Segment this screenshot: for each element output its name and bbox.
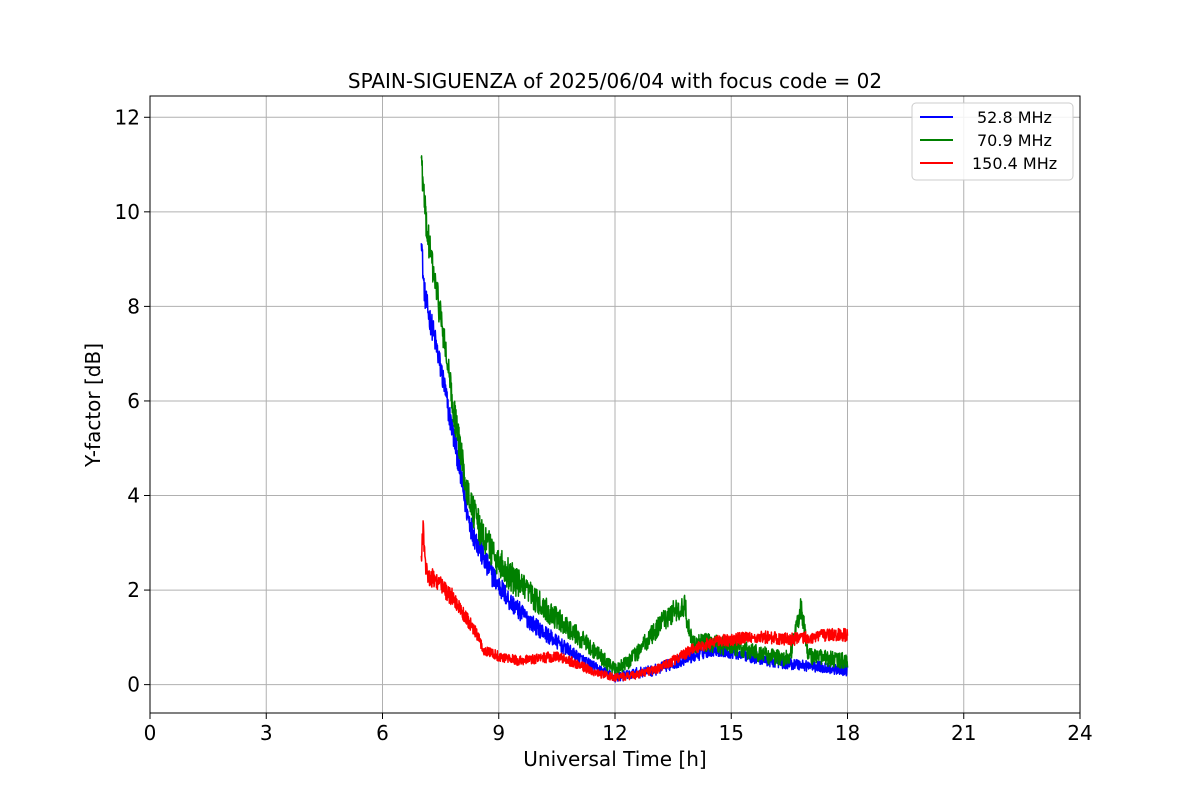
y-axis: 0 2 4 6 8 10 12 <box>115 105 150 697</box>
legend-box <box>911 102 1074 181</box>
y-tick-label: 0 <box>127 673 140 697</box>
x-tick-label: 3 <box>260 721 273 745</box>
x-tick-label: 9 <box>492 721 505 745</box>
x-tick-label: 24 <box>1067 721 1092 745</box>
chart-title: SPAIN-SIGUENZA of 2025/06/04 with focus … <box>348 69 882 93</box>
y-axis-label: Y-factor [dB] <box>81 343 105 468</box>
y-tick-label: 10 <box>115 200 140 224</box>
series-line-70-9-mhz <box>420 155 849 679</box>
x-tick-label: 15 <box>719 721 744 745</box>
y-tick-label: 4 <box>127 484 140 508</box>
y-tick-label: 6 <box>127 389 140 413</box>
x-tick-label: 21 <box>951 721 976 745</box>
y-tick-label: 8 <box>127 294 140 318</box>
legend-label-70-9: 70.9 MHz <box>977 131 1052 150</box>
legend-label-150-4: 150.4 MHz <box>972 154 1057 173</box>
x-tick-label: 0 <box>144 721 157 745</box>
x-tick-label: 6 <box>376 721 389 745</box>
y-tick-label: 2 <box>127 578 140 602</box>
legend-label-52-8: 52.8 MHz <box>977 108 1052 127</box>
x-tick-label: 12 <box>602 721 627 745</box>
plot-series <box>420 155 849 683</box>
x-axis: 0 3 6 9 12 15 18 21 24 <box>144 713 1093 745</box>
x-axis-label: Universal Time [h] <box>523 747 706 771</box>
y-tick-label: 12 <box>115 105 140 129</box>
x-tick-label: 18 <box>835 721 860 745</box>
legend: 52.8 MHz 70.9 MHz 150.4 MHz <box>911 102 1074 181</box>
series-line-150-4-mhz <box>420 520 849 682</box>
